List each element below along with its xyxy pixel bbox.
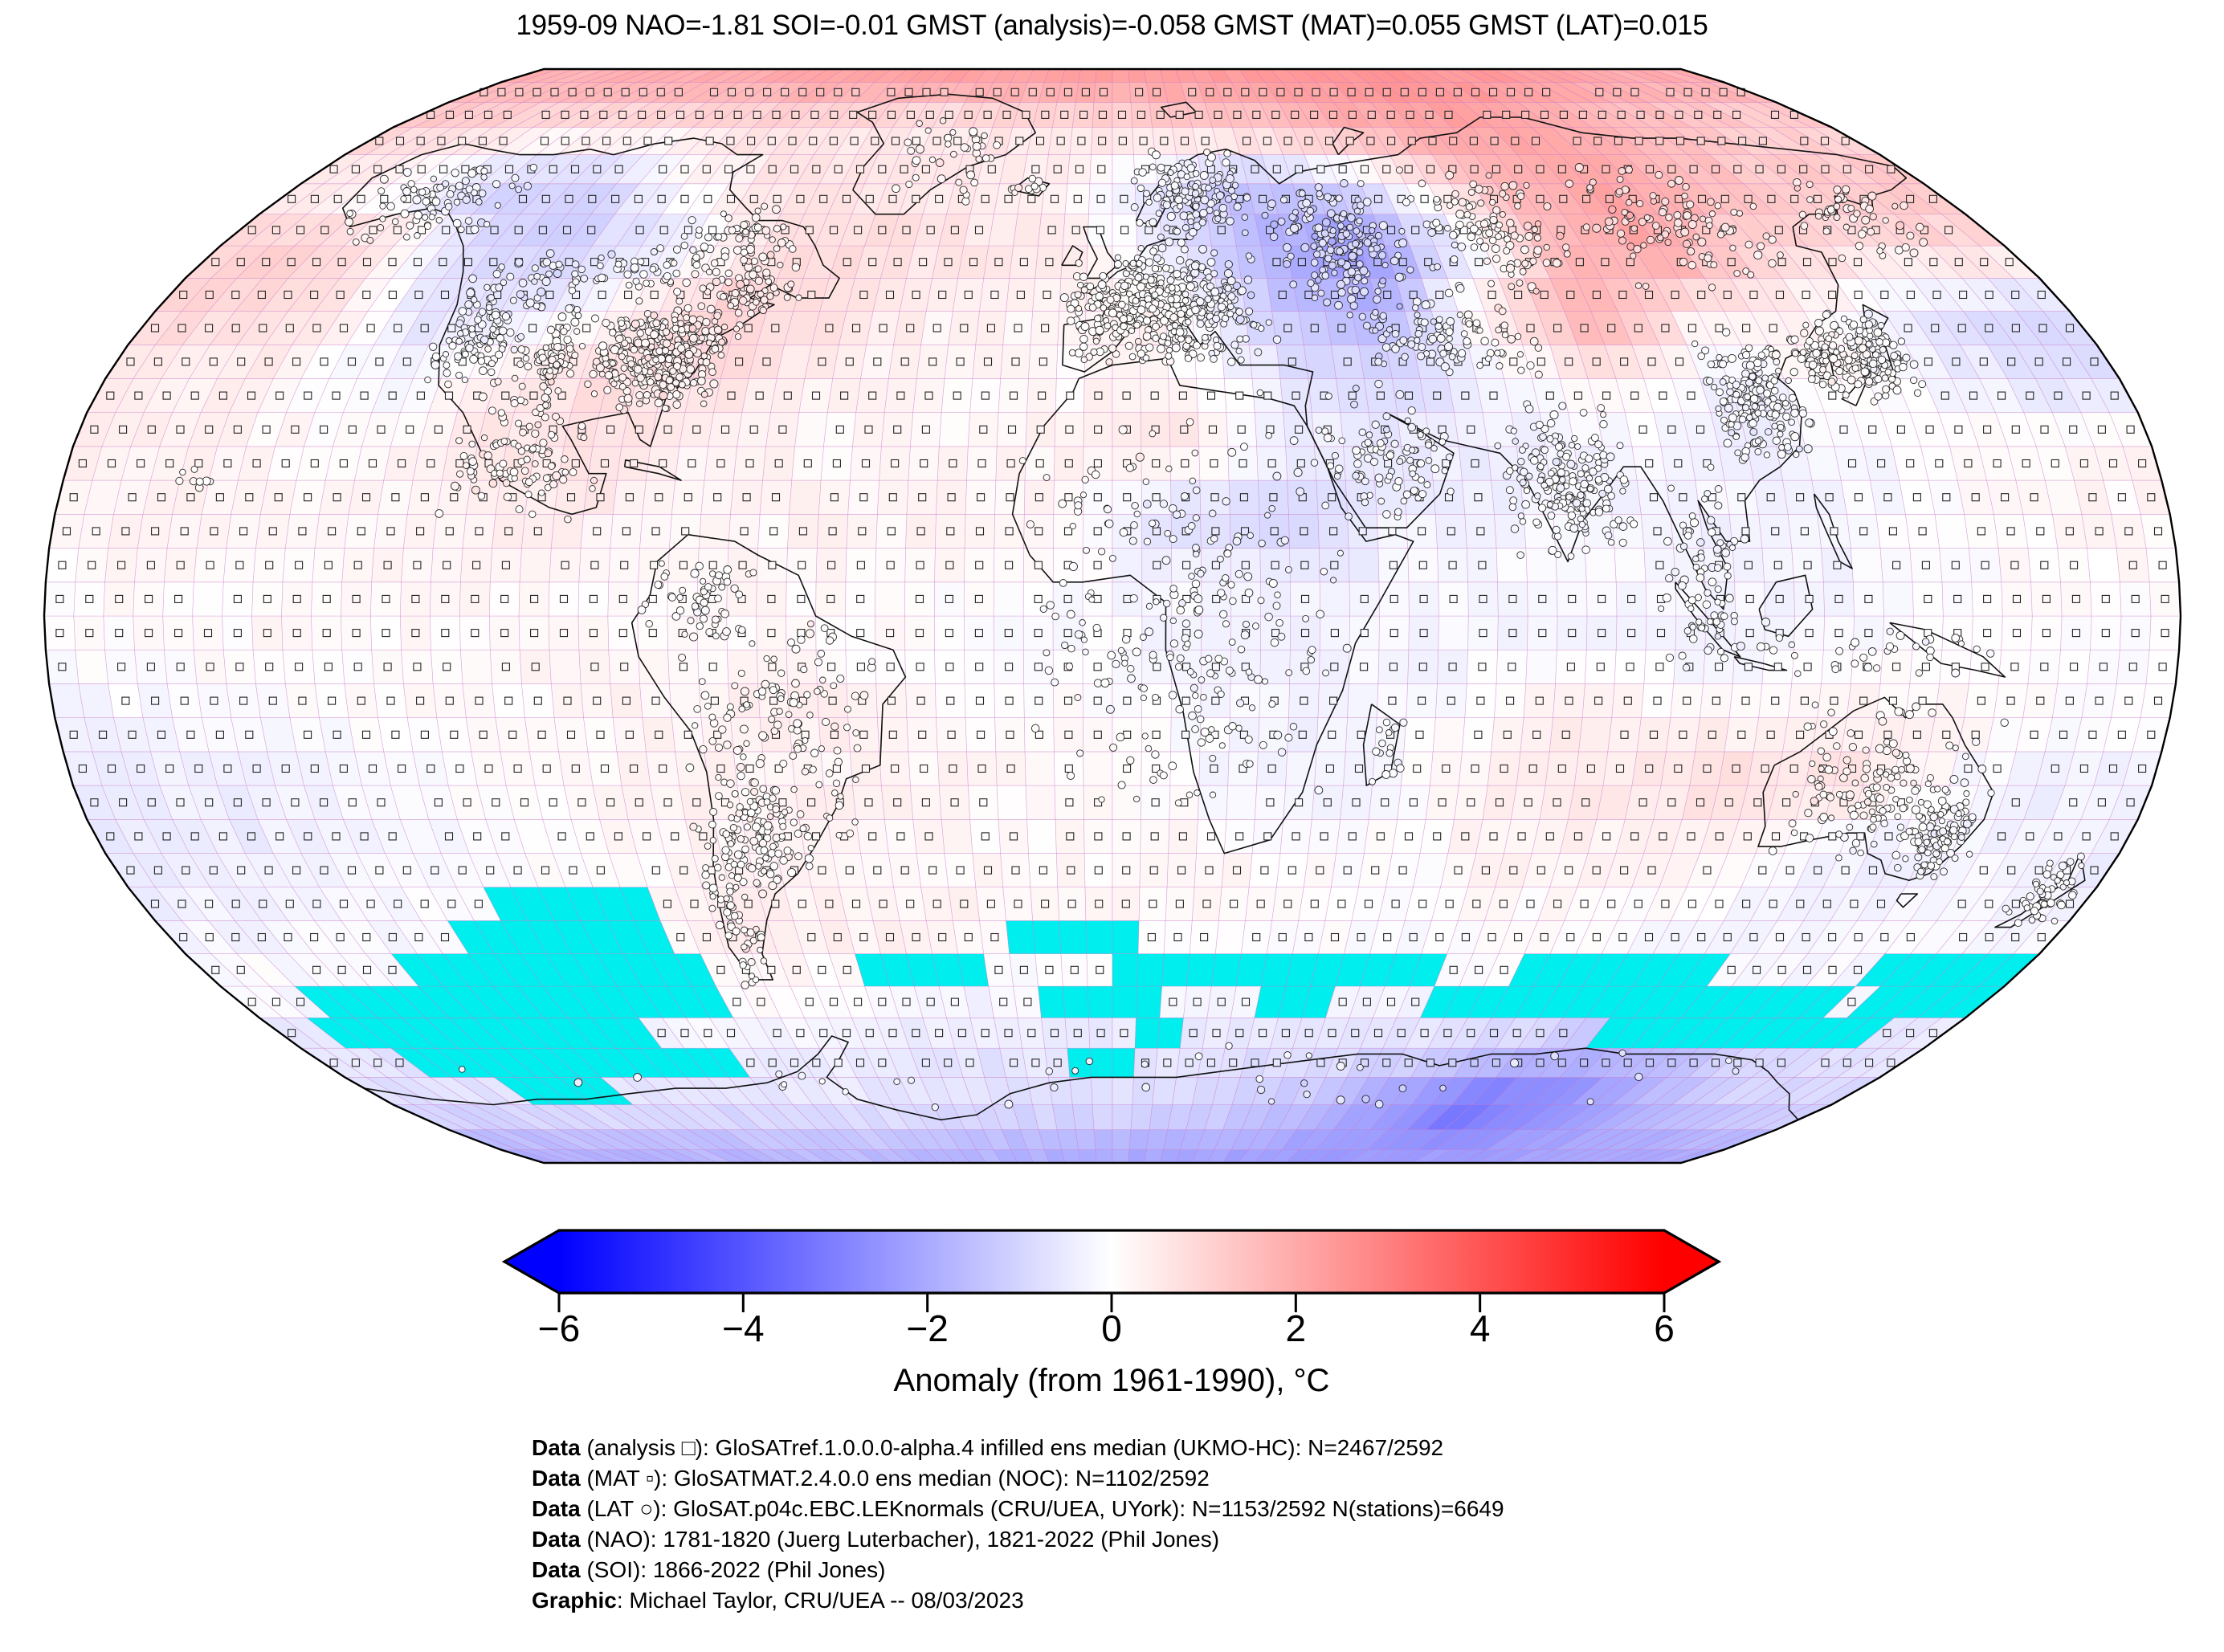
colorbar: −6 −4 −2 0 2 4 6 Anomaly (from 1961-1990), °C — [501, 1229, 1722, 1398]
colorbar-tick-label: −4 — [722, 1307, 764, 1349]
credit-line: Data (NAO): 1781-1820 (Juerg Luterbacher… — [532, 1524, 1504, 1555]
credit-line: Data (LAT ○): GloSAT.p04c.EBC.LEKnormals… — [532, 1494, 1504, 1524]
credits-block: Data (analysis □): GloSATref.1.0.0.0-alp… — [532, 1433, 1504, 1616]
anomaly-grid-cells — [43, 68, 2181, 1164]
credit-text: : Michael Taylor, CRU/UEA -- 08/03/2023 — [616, 1588, 1024, 1613]
world-map-robinson — [43, 67, 2182, 1165]
colorbar-tick-label: −2 — [906, 1307, 948, 1349]
credit-prefix: Graphic — [532, 1588, 617, 1613]
credit-prefix: Data — [532, 1557, 581, 1582]
figure-title: 1959-09 NAO=-1.81 SOI=-0.01 GMST (analys… — [516, 10, 1708, 41]
credit-text: (MAT ▫): GloSATMAT.2.4.0.0 ens median (N… — [580, 1466, 1210, 1491]
credit-line: Data (analysis □): GloSATref.1.0.0.0-alp… — [532, 1433, 1504, 1463]
colorbar-gradient-bar — [559, 1230, 1664, 1293]
colorbar-tick-label: −6 — [538, 1307, 580, 1349]
credit-prefix: Data — [532, 1527, 581, 1552]
station-circle-markers — [175, 117, 2085, 1112]
credit-text: (LAT ○): GloSAT.p04c.EBC.LEKnormals (CRU… — [580, 1496, 1504, 1521]
credit-line: Data (MAT ▫): GloSATMAT.2.4.0.0 ens medi… — [532, 1463, 1504, 1494]
analysis-square-markers — [55, 88, 2169, 1067]
credit-line: Data (SOI): 1866-2022 (Phil Jones) — [532, 1555, 1504, 1585]
colorbar-right-arrow — [1664, 1230, 1719, 1293]
credit-text: (SOI): 1866-2022 (Phil Jones) — [580, 1557, 886, 1582]
credit-text: (NAO): 1781-1820 (Juerg Luterbacher), 18… — [580, 1527, 1220, 1552]
colorbar-left-arrow — [504, 1230, 559, 1293]
map-outline — [43, 67, 2182, 1165]
colorbar-tick-label: 4 — [1470, 1307, 1491, 1349]
colorbar-tick-label: 0 — [1101, 1307, 1122, 1349]
colorbar-tick-label: 2 — [1286, 1307, 1307, 1349]
credit-prefix: Data — [532, 1435, 581, 1460]
colorbar-tick-label: 6 — [1654, 1307, 1675, 1349]
credit-prefix: Data — [532, 1466, 581, 1491]
credit-line: Graphic: Michael Taylor, CRU/UEA -- 08/0… — [532, 1585, 1504, 1616]
colorbar-axis-label: Anomaly (from 1961-1990), °C — [894, 1363, 1330, 1398]
credit-text: (analysis □): GloSATref.1.0.0.0-alpha.4 … — [580, 1435, 1444, 1460]
credit-prefix: Data — [532, 1496, 581, 1521]
